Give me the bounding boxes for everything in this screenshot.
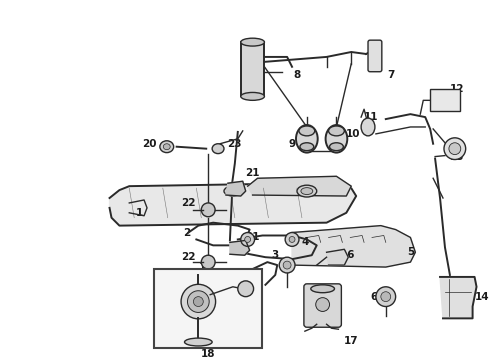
Text: 1: 1	[136, 208, 143, 218]
Circle shape	[238, 281, 254, 297]
FancyBboxPatch shape	[304, 284, 342, 327]
Polygon shape	[110, 183, 356, 226]
Bar	[154, 269, 263, 348]
Circle shape	[289, 237, 295, 242]
FancyBboxPatch shape	[368, 40, 382, 72]
Text: 21: 21	[245, 168, 260, 178]
Text: 8: 8	[294, 70, 300, 80]
Text: 23: 23	[227, 139, 242, 149]
Text: 18: 18	[201, 349, 216, 359]
Polygon shape	[440, 277, 477, 318]
Ellipse shape	[188, 291, 209, 312]
Circle shape	[201, 203, 215, 217]
Text: 9: 9	[289, 139, 295, 149]
Text: 7: 7	[387, 70, 394, 80]
Text: 15: 15	[199, 262, 214, 272]
Ellipse shape	[241, 38, 265, 46]
Ellipse shape	[228, 188, 238, 194]
Text: 13: 13	[449, 152, 464, 162]
Ellipse shape	[241, 93, 265, 100]
Ellipse shape	[449, 143, 461, 154]
Ellipse shape	[212, 144, 224, 154]
Polygon shape	[326, 249, 348, 265]
Ellipse shape	[194, 297, 203, 306]
Text: 2: 2	[183, 228, 190, 238]
Circle shape	[201, 255, 215, 269]
Text: 14: 14	[475, 292, 490, 302]
Polygon shape	[230, 240, 249, 255]
Ellipse shape	[325, 125, 347, 153]
Ellipse shape	[299, 126, 315, 136]
Text: 21: 21	[245, 233, 260, 243]
Polygon shape	[247, 176, 351, 196]
Ellipse shape	[311, 285, 335, 293]
Ellipse shape	[297, 185, 317, 197]
Text: 20: 20	[142, 139, 156, 149]
Ellipse shape	[444, 138, 465, 159]
Text: 22: 22	[181, 252, 196, 262]
Ellipse shape	[376, 287, 395, 306]
Text: 22: 22	[181, 198, 196, 208]
Text: 4: 4	[301, 237, 309, 247]
Text: 11: 11	[364, 112, 378, 122]
Text: 19: 19	[170, 331, 183, 341]
Ellipse shape	[301, 188, 313, 194]
Text: 17: 17	[344, 336, 359, 346]
Ellipse shape	[296, 125, 318, 153]
Circle shape	[285, 233, 299, 246]
Text: 6: 6	[370, 292, 378, 302]
Circle shape	[279, 257, 295, 273]
Text: 3: 3	[271, 250, 279, 260]
Text: 12: 12	[449, 85, 464, 94]
Ellipse shape	[300, 143, 314, 150]
Bar	[430, 90, 460, 111]
Text: 5: 5	[407, 247, 414, 257]
Ellipse shape	[160, 141, 173, 153]
Ellipse shape	[185, 338, 212, 346]
Polygon shape	[226, 181, 245, 196]
Ellipse shape	[181, 284, 216, 319]
Circle shape	[245, 237, 250, 242]
Ellipse shape	[330, 143, 343, 150]
Text: 16: 16	[341, 250, 356, 260]
Polygon shape	[241, 42, 265, 96]
Circle shape	[241, 233, 255, 246]
Ellipse shape	[163, 144, 170, 150]
Ellipse shape	[329, 126, 344, 136]
Circle shape	[283, 261, 291, 269]
Ellipse shape	[224, 186, 242, 196]
Ellipse shape	[361, 118, 375, 136]
Ellipse shape	[381, 292, 391, 302]
Text: 10: 10	[346, 129, 361, 139]
Ellipse shape	[316, 298, 330, 311]
Polygon shape	[292, 226, 416, 267]
